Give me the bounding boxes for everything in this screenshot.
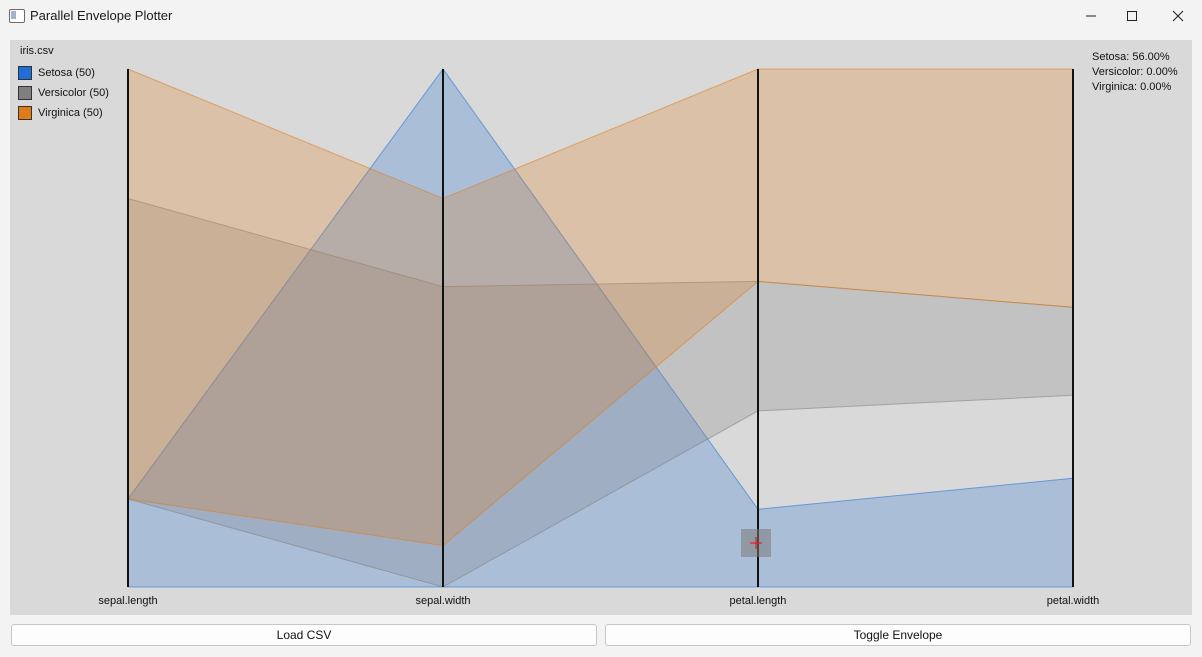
app-icon xyxy=(9,9,25,23)
title-bar: Parallel Envelope Plotter xyxy=(0,0,1202,32)
legend-swatch xyxy=(18,86,32,100)
axis-label-sepal-length: sepal.length xyxy=(98,595,158,607)
legend-swatch xyxy=(18,66,32,80)
close-button[interactable] xyxy=(1155,0,1201,32)
file-name-label: iris.csv xyxy=(20,45,54,57)
legend-item-setosa: Setosa (50) xyxy=(18,65,95,81)
class-stats: Setosa: 56.00% Versicolor: 0.00% Virgini… xyxy=(1092,50,1178,95)
toggle-envelope-button[interactable]: Toggle Envelope xyxy=(605,624,1191,646)
axis-label-sepal-width: sepal.width xyxy=(415,595,471,607)
load-csv-button[interactable]: Load CSV xyxy=(11,624,597,646)
axis-label-petal-width: petal.width xyxy=(1046,595,1100,607)
maximize-button[interactable] xyxy=(1109,0,1155,32)
axis-label-petal-length: petal.length xyxy=(729,595,787,607)
window-title: Parallel Envelope Plotter xyxy=(30,8,173,23)
maximize-icon xyxy=(1127,11,1137,21)
minimize-icon xyxy=(1086,15,1096,17)
envelope-layer xyxy=(127,68,1074,588)
cursor-highlight xyxy=(741,529,771,557)
stat-setosa: Setosa: 56.00% xyxy=(1092,51,1170,63)
plot-area[interactable]: iris.csv Setosa (50) Versicolor (50) Vir… xyxy=(10,40,1192,615)
parallel-coordinates-chart xyxy=(127,68,1074,588)
legend-label: Versicolor (50) xyxy=(38,87,109,99)
legend-label: Setosa (50) xyxy=(38,67,95,79)
crosshair-icon xyxy=(750,537,762,549)
legend-item-virginica: Virginica (50) xyxy=(18,105,103,121)
legend-swatch xyxy=(18,106,32,120)
close-icon xyxy=(1172,10,1184,22)
axis-layer xyxy=(127,69,1074,587)
stat-versicolor: Versicolor: 0.00% xyxy=(1092,66,1178,78)
legend-item-versicolor: Versicolor (50) xyxy=(18,85,109,101)
legend-label: Virginica (50) xyxy=(38,107,103,119)
stat-virginica: Virginica: 0.00% xyxy=(1092,81,1172,93)
minimize-button[interactable] xyxy=(1068,0,1114,32)
